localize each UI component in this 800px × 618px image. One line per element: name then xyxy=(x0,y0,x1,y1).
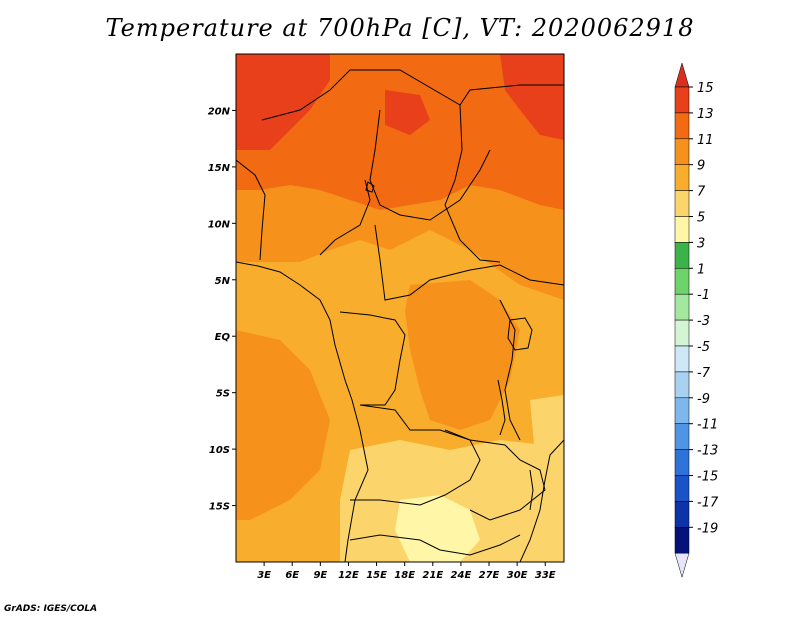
lon-tick-label: 6E xyxy=(285,570,299,581)
lon-tick-label: 33E xyxy=(535,570,556,581)
field-region-13-15-center xyxy=(385,90,430,135)
colorbar-label: 7 xyxy=(697,185,706,200)
lat-tick-label: 15S xyxy=(209,502,230,513)
colorbar-label: -15 xyxy=(697,470,718,485)
lake-victoria xyxy=(507,317,533,351)
border-sahel-north xyxy=(261,69,564,121)
lon-tick-label: 15E xyxy=(366,570,387,581)
border-car xyxy=(374,224,564,301)
field-region-5-7-east xyxy=(530,395,564,455)
temperature-field xyxy=(236,54,564,562)
field-region-3-5 xyxy=(395,495,480,562)
lake-chad xyxy=(365,181,375,193)
lon-tick-label: 9E xyxy=(313,570,327,581)
colorbar-label: -13 xyxy=(697,444,718,459)
lon-tick-label: 27E xyxy=(479,570,500,581)
chart-title: Temperature at 700hPa [C], VT: 202006291… xyxy=(105,14,695,42)
border-nigeria-cameroon xyxy=(319,179,371,256)
colorbar-swatch xyxy=(674,190,690,217)
lon-tick-label: 24E xyxy=(451,570,472,581)
field-region-13-15-east xyxy=(500,54,564,140)
lon-tick-label: 3E xyxy=(257,570,271,581)
field-region-9-11-sw xyxy=(236,330,330,520)
colorbar-label: -7 xyxy=(697,366,711,381)
colorbar-label: -9 xyxy=(697,392,710,407)
colorbar-swatch xyxy=(674,86,690,114)
colorbar-label: 5 xyxy=(697,211,705,226)
colorbar-label: 13 xyxy=(697,107,714,122)
lat-tick-label: 20N xyxy=(208,106,231,117)
colorbar-swatch xyxy=(674,319,690,347)
lake-malawi xyxy=(529,469,534,511)
colorbar-swatch xyxy=(674,449,690,476)
colorbar-label: 3 xyxy=(697,236,705,251)
colorbar: 15 13 11 9 7 5 3 1 -1 -3 -5 -7 -9 -11 -13 -15 -17 -19 xyxy=(674,62,719,579)
field-region-13-15-west xyxy=(236,54,330,150)
colorbar-swatch xyxy=(674,164,690,191)
latitude-axis: 20N 15N 10N 5N EQ 5S 10S 15S xyxy=(208,106,236,513)
map-frame xyxy=(235,53,565,563)
coastline-west xyxy=(236,261,369,562)
colorbar-label: 9 xyxy=(697,159,705,174)
colorbar-swatch xyxy=(674,268,690,295)
lon-tick-label: 21E xyxy=(422,570,443,581)
colorbar-label: 1 xyxy=(697,262,705,277)
border-west-africa xyxy=(236,159,266,261)
border-south xyxy=(349,534,521,556)
colorbar-label: -11 xyxy=(697,418,718,433)
colorbar-label: 15 xyxy=(697,81,714,96)
colorbar-swatch xyxy=(674,501,690,528)
border-congo xyxy=(339,311,406,406)
colorbar-swatch xyxy=(674,527,690,554)
colorbar-swatch xyxy=(674,371,690,399)
colorbar-label: -19 xyxy=(697,521,718,536)
colorbar-label: 11 xyxy=(697,133,714,148)
colorbar-swatch xyxy=(674,345,690,373)
colorbar-swatch xyxy=(674,138,690,165)
field-region-9-11-basin xyxy=(405,280,520,430)
longitude-axis: 3E 6E 9E 12E 15E 18E 21E 24E 27E 30E 33E xyxy=(257,562,556,581)
colorbar-label: -17 xyxy=(697,495,719,510)
colorbar-label: -1 xyxy=(697,288,710,303)
border-angola xyxy=(350,404,481,506)
colorbar-swatch xyxy=(674,216,690,243)
border-niger-chad xyxy=(369,109,491,221)
lon-tick-label: 18E xyxy=(394,570,415,581)
lat-tick-label: 10N xyxy=(208,219,231,230)
border-zambia xyxy=(444,429,546,521)
lon-tick-label: 30E xyxy=(507,570,528,581)
lat-tick-label: 15N xyxy=(208,163,231,174)
colorbar-swatch xyxy=(674,423,690,450)
colorbar-swatch xyxy=(674,397,690,424)
lat-tick-label: 5S xyxy=(216,389,230,400)
colorbar-swatch xyxy=(674,293,690,321)
colorbar-swatch xyxy=(674,242,690,269)
lon-tick-label: 12E xyxy=(338,570,359,581)
colorbar-bottom-arrow xyxy=(674,552,690,579)
grads-credit: GrADS: IGES/COLA xyxy=(4,604,98,614)
lat-tick-label: 10S xyxy=(209,445,230,456)
country-borders xyxy=(236,69,564,562)
lake-tanganyika xyxy=(497,379,506,436)
border-drc-east xyxy=(499,299,521,441)
colorbar-top-arrow xyxy=(674,62,690,88)
colorbar-label: -5 xyxy=(697,340,710,355)
lat-tick-label: 5N xyxy=(215,276,231,287)
lat-tick-label: EQ xyxy=(215,332,231,343)
colorbar-swatch xyxy=(674,112,690,140)
coastline-east xyxy=(519,439,564,562)
colorbar-swatch xyxy=(674,475,690,502)
colorbar-label: -3 xyxy=(697,314,710,329)
border-chad-sudan xyxy=(444,104,501,263)
